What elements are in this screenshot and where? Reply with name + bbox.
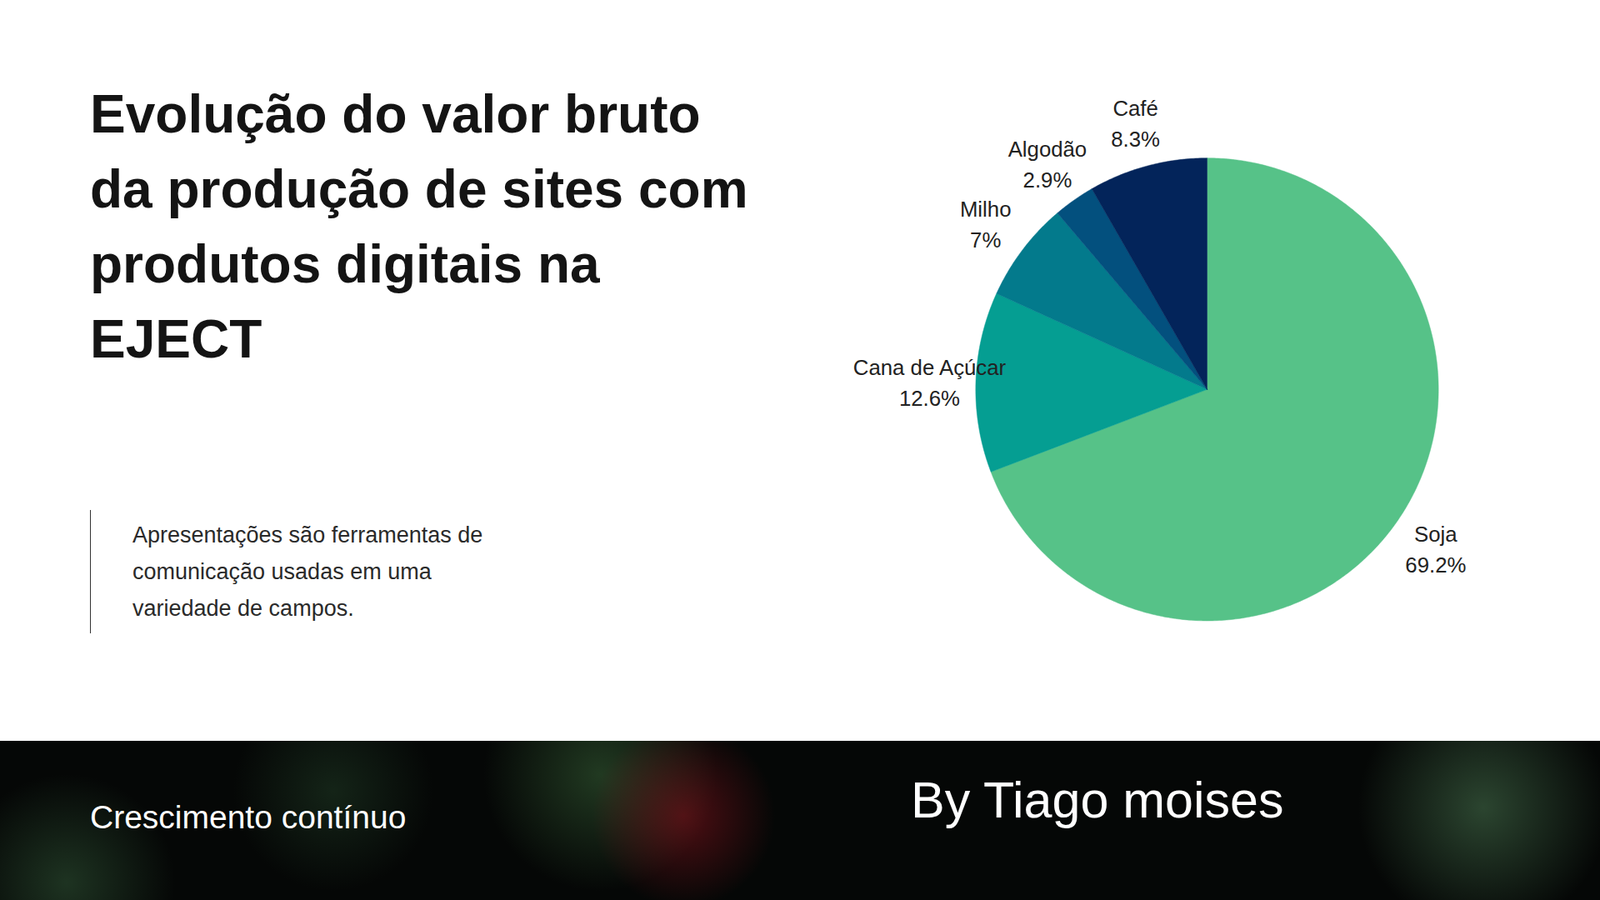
svg-text:Cana de Açúcar12.6%: Cana de Açúcar12.6%	[853, 355, 1007, 410]
svg-text:Algodão2.9%: Algodão2.9%	[1008, 137, 1088, 192]
svg-text:Café8.3%: Café8.3%	[1110, 96, 1160, 151]
svg-text:Milho7%: Milho7%	[960, 197, 1012, 252]
svg-text:Soja69.2%: Soja69.2%	[1405, 522, 1466, 577]
html-text:Crescimento contínuo: Crescimento contínuo	[90, 799, 407, 835]
html-text:Apresentações são ferramentas: Apresentações são ferramentas de comunic…	[132, 522, 483, 621]
html-text:By Tiago moises: By Tiago moises	[910, 771, 1284, 829]
html-text:Evolução do valor bruto da pro: Evolução do valor bruto da produção de s…	[90, 84, 748, 370]
